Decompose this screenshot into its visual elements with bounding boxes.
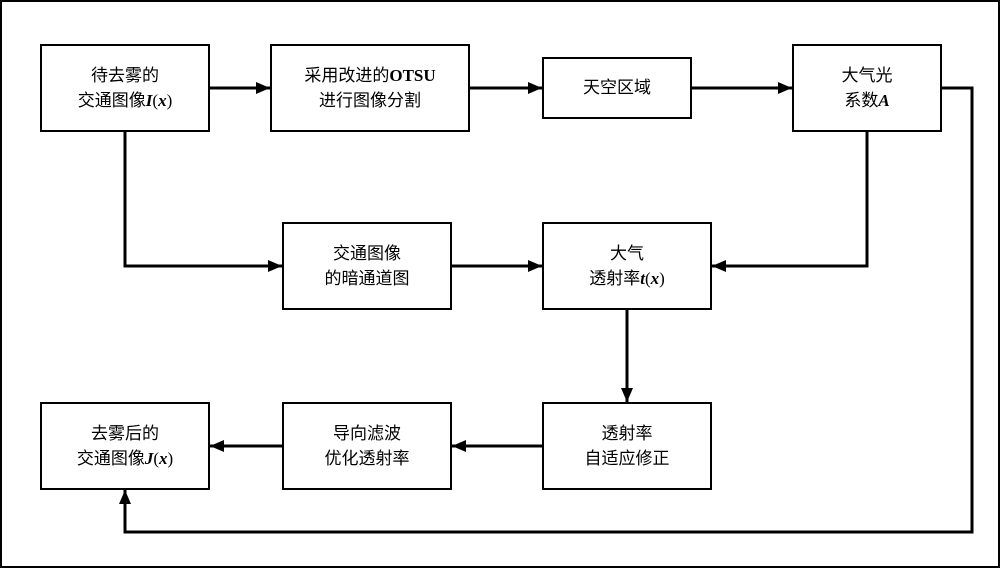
node-text-line1: 待去雾的 (91, 63, 159, 89)
flowchart-canvas: 待去雾的 交通图像I(x) 采用改进的OTSU 进行图像分割 天空区域 大气光 … (0, 0, 1000, 568)
node-text-line2: 优化透射率 (325, 446, 410, 472)
node-text-line1: 大气光 (842, 63, 893, 89)
node-transmittance: 大气 透射率t(x) (542, 222, 712, 310)
node-text-line1: 去雾后的 (91, 421, 159, 447)
node-text-line1: 交通图像 (333, 241, 401, 267)
node-guided-filter: 导向滤波 优化透射率 (282, 402, 452, 490)
node-dark-channel: 交通图像 的暗通道图 (282, 222, 452, 310)
node-text-line1: 天空区域 (583, 75, 651, 101)
node-input-image: 待去雾的 交通图像I(x) (40, 44, 210, 132)
node-text-line2: 系数A (844, 88, 889, 114)
node-sky-region: 天空区域 (542, 57, 692, 119)
node-text-line2: 自适应修正 (585, 446, 670, 472)
node-text-line2: 交通图像J(x) (77, 446, 173, 472)
node-adaptive-correction: 透射率 自适应修正 (542, 402, 712, 490)
node-text-line1: 大气 (610, 241, 644, 267)
node-text-line1: 导向滤波 (333, 421, 401, 447)
node-text-line2: 交通图像I(x) (78, 88, 172, 114)
node-otsu-segmentation: 采用改进的OTSU 进行图像分割 (270, 44, 470, 132)
node-atmospheric-light: 大气光 系数A (792, 44, 942, 132)
node-text-line1: 采用改进的OTSU (304, 63, 435, 89)
node-text-line2: 的暗通道图 (325, 266, 410, 292)
node-text-line1: 透射率 (602, 421, 653, 447)
node-output-image: 去雾后的 交通图像J(x) (40, 402, 210, 490)
node-text-line2: 进行图像分割 (319, 88, 421, 114)
node-text-line2: 透射率t(x) (589, 266, 665, 292)
